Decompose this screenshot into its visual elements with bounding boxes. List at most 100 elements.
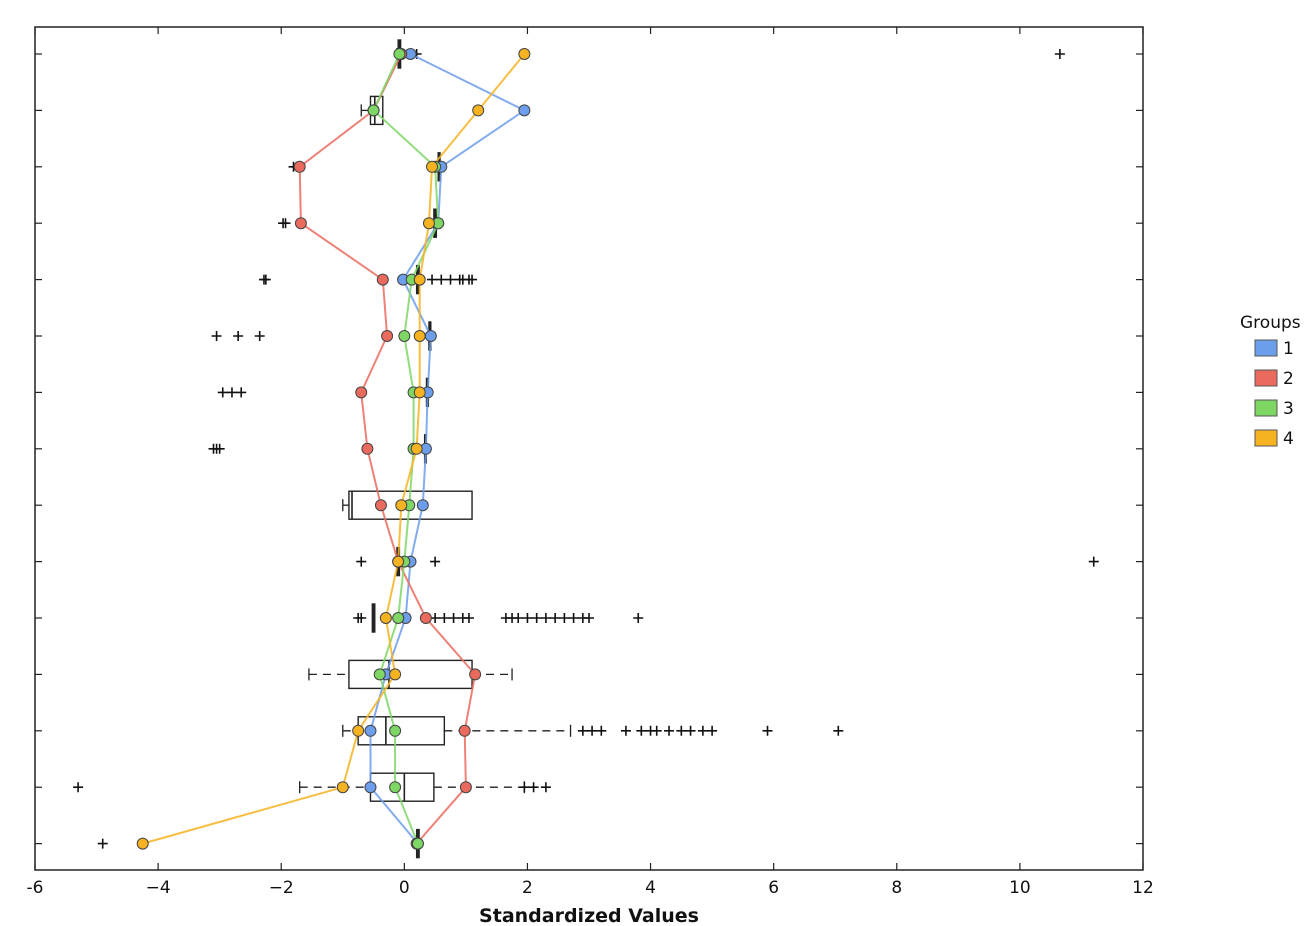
- outlier-marker: [762, 725, 773, 736]
- series-point-4: [410, 442, 423, 455]
- series-point-2: [376, 273, 389, 286]
- series-point-4: [336, 781, 349, 794]
- x-tick-label: 4: [645, 878, 656, 898]
- legend-swatch-1: [1254, 339, 1278, 357]
- outlier-marker: [436, 274, 447, 285]
- series-point-3: [389, 781, 402, 794]
- legend-label-3: 3: [1283, 399, 1294, 419]
- outlier-marker: [540, 782, 551, 793]
- series-point-4: [518, 48, 531, 60]
- x-tick-label: −2: [269, 878, 294, 898]
- outlier-marker: [356, 556, 367, 567]
- outlier-marker: [559, 613, 570, 623]
- outlier-marker: [280, 218, 291, 229]
- axes-group: Standardized Values -6 −4 −2 0 2 4 6 8 10 12: [27, 27, 1154, 926]
- outlier-marker: [73, 782, 84, 793]
- series-point-3: [398, 330, 411, 342]
- legend-swatch-2: [1254, 369, 1278, 387]
- series-point-3: [389, 724, 402, 737]
- legend-label-1: 1: [1283, 339, 1294, 359]
- outlier-marker: [531, 613, 542, 623]
- legend-swatch-3: [1254, 399, 1278, 417]
- series-point-4: [413, 330, 426, 342]
- series-point-2: [469, 668, 482, 681]
- series-point-4: [413, 386, 426, 399]
- outlier-marker: [217, 387, 228, 398]
- series-points-group: [136, 48, 531, 850]
- outlier-marker: [467, 274, 478, 285]
- series-point-4: [352, 724, 365, 737]
- x-tick-label: -6: [27, 878, 44, 898]
- series-point-2: [361, 442, 374, 455]
- series-point-3: [393, 48, 406, 60]
- outlier-marker: [620, 725, 631, 736]
- outlier-marker: [214, 443, 225, 454]
- legend-swatch-4: [1254, 429, 1278, 447]
- series-point-4: [392, 555, 405, 568]
- series-point-3: [411, 837, 424, 850]
- plot-area-frame: [34, 26, 1144, 871]
- series-point-2: [293, 160, 306, 173]
- series-point-1: [364, 724, 377, 737]
- series-point-4: [422, 217, 435, 230]
- outlier-marker: [427, 274, 438, 285]
- series-point-2: [381, 330, 394, 342]
- series-point-1: [416, 499, 429, 512]
- outlier-marker: [596, 725, 607, 736]
- series-point-2: [458, 724, 471, 737]
- series-point-4: [413, 273, 426, 286]
- series-point-2: [459, 781, 472, 794]
- series-point-4: [472, 104, 485, 117]
- outlier-marker: [550, 613, 561, 623]
- outlier-marker: [448, 613, 459, 623]
- outlier-marker: [522, 613, 533, 623]
- outlier-marker: [513, 613, 524, 623]
- outlier-marker: [1054, 49, 1065, 59]
- outlier-marker: [568, 613, 579, 623]
- series-point-2: [294, 217, 307, 230]
- series-point-1: [364, 781, 377, 794]
- legend-label-4: 4: [1283, 429, 1294, 449]
- series-point-4: [136, 837, 149, 850]
- outlier-marker: [97, 838, 108, 849]
- outlier-marker: [587, 725, 598, 736]
- outlier-marker: [260, 274, 271, 285]
- series-point-1: [424, 330, 437, 342]
- outlier-marker: [1088, 556, 1099, 567]
- outlier-marker: [664, 725, 675, 736]
- outlier-marker: [254, 331, 265, 341]
- outlier-marker: [356, 613, 367, 623]
- outliers-group: [73, 49, 1099, 849]
- outlier-marker: [211, 331, 222, 341]
- outlier-marker: [236, 387, 247, 398]
- outlier-marker: [707, 725, 718, 736]
- legend: Groups 1 2 3 4: [1240, 313, 1301, 449]
- outlier-marker: [697, 725, 708, 736]
- x-tick-label: −4: [146, 878, 171, 898]
- x-tick-label: 10: [1009, 878, 1031, 898]
- x-tick-label: 8: [891, 878, 902, 898]
- outlier-marker: [636, 725, 647, 736]
- outlier-marker: [584, 613, 594, 623]
- x-tick-label: 6: [768, 878, 779, 898]
- outlier-marker: [445, 274, 456, 285]
- outlier-marker: [226, 387, 237, 398]
- series-point-2: [419, 612, 432, 624]
- outlier-marker: [651, 725, 662, 736]
- x-tick-label: 0: [399, 878, 410, 898]
- series-point-2: [355, 386, 368, 399]
- series-point-3: [373, 668, 386, 681]
- x-tick-label: 12: [1132, 878, 1154, 898]
- outlier-marker: [463, 613, 474, 623]
- outlier-marker: [430, 556, 441, 567]
- outlier-marker: [540, 613, 551, 623]
- series-point-4: [379, 612, 392, 624]
- outlier-marker: [633, 613, 644, 623]
- x-axis-title: Standardized Values: [479, 905, 699, 926]
- series-point-4: [395, 499, 408, 512]
- series-point-4: [426, 160, 439, 173]
- series-point-3: [392, 612, 405, 624]
- outlier-marker: [577, 725, 588, 736]
